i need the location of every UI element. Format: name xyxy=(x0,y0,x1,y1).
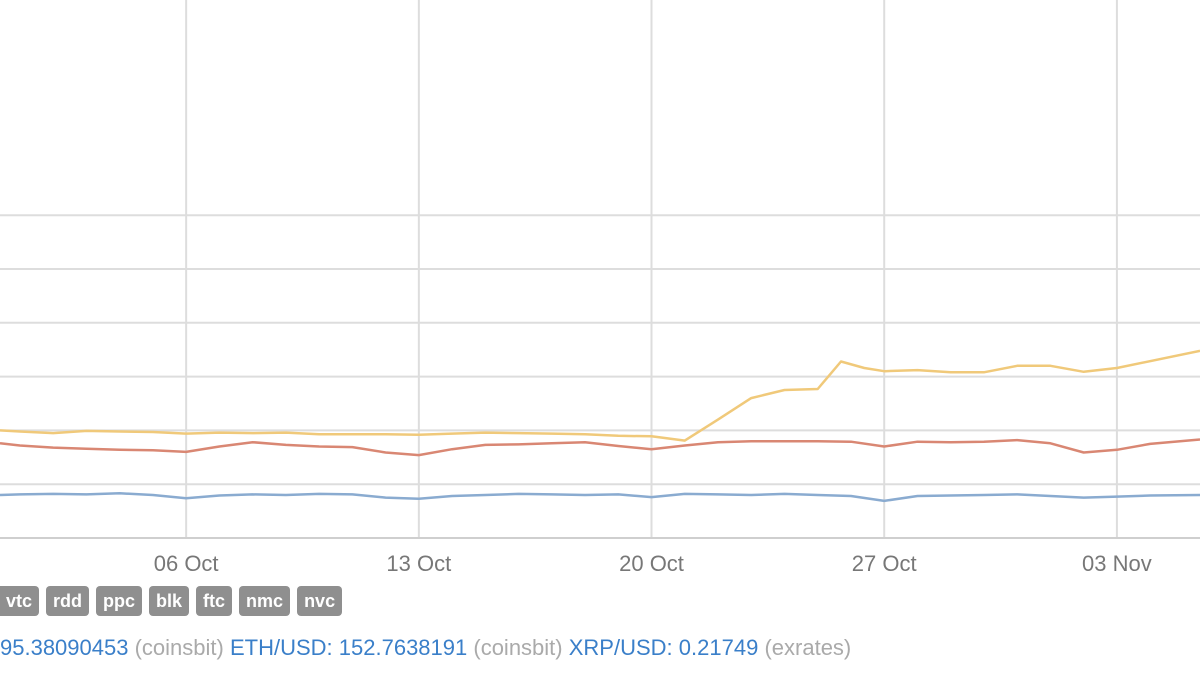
series-line-3 xyxy=(0,492,1200,503)
series-lines xyxy=(0,349,1200,503)
x-axis-ticks: 06 Oct 13 Oct 20 Oct 27 Oct 03 Nov xyxy=(154,551,1152,576)
grid-lines xyxy=(0,0,1200,538)
ticker-source: (exrates) xyxy=(764,635,852,660)
coin-tag-nvc[interactable]: nvc xyxy=(297,586,343,616)
coin-tag-vtc[interactable]: vtc xyxy=(0,586,40,616)
coin-tag-blk[interactable]: blk xyxy=(149,586,190,616)
coin-tag-list: vtc rdd ppc blk ftc nmc nvc xyxy=(0,586,343,618)
ticker-value: 95.38090453 xyxy=(0,635,129,660)
ticker-pair: ETH/USD: xyxy=(229,635,333,660)
price-chart: 06 Oct 13 Oct 20 Oct 27 Oct 03 Nov xyxy=(0,0,1200,576)
ticker-item-xrp[interactable]: XRP/USD: 0.21749 (exrates) xyxy=(569,635,852,660)
coin-tag-ftc[interactable]: ftc xyxy=(196,586,233,616)
x-tick-label: 03 Nov xyxy=(1082,551,1152,576)
ticker-source: (coinsbit) xyxy=(473,635,563,660)
ticker-item-btc[interactable]: 95.38090453 (coinsbit) xyxy=(0,635,230,660)
x-tick-label: 06 Oct xyxy=(154,551,219,576)
x-tick-label: 20 Oct xyxy=(619,551,684,576)
ticker-pair: XRP/USD: xyxy=(568,635,673,660)
ticker-source: (coinsbit) xyxy=(134,635,224,660)
series-line-2 xyxy=(0,438,1200,457)
ticker-value: 0.21749 xyxy=(678,635,759,660)
series-line-1 xyxy=(0,349,1200,442)
ticker-item-eth[interactable]: ETH/USD: 152.7638191 (coinsbit) xyxy=(230,635,569,660)
x-tick-label: 13 Oct xyxy=(386,551,451,576)
coin-tag-nmc[interactable]: nmc xyxy=(239,586,291,616)
coin-tag-ppc[interactable]: ppc xyxy=(96,586,143,616)
x-tick-label: 27 Oct xyxy=(852,551,917,576)
price-ticker: 95.38090453 (coinsbit) ETH/USD: 152.7638… xyxy=(0,635,851,661)
coin-tag-rdd[interactable]: rdd xyxy=(46,586,90,616)
ticker-value: 152.7638191 xyxy=(338,635,468,660)
